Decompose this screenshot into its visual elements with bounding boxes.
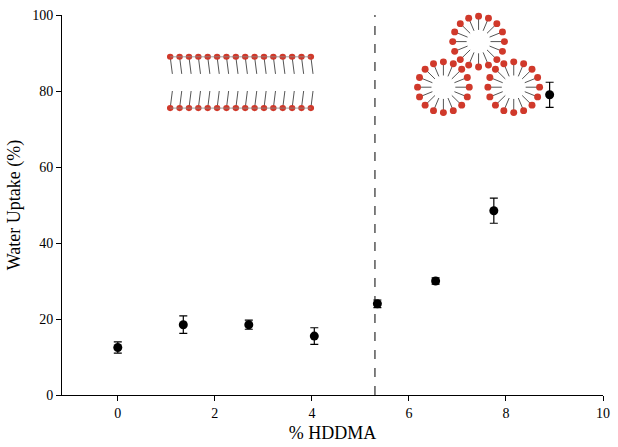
svg-text:60: 60 <box>39 160 53 175</box>
svg-text:% HDDMA: % HDDMA <box>289 423 377 443</box>
svg-text:20: 20 <box>39 312 53 327</box>
svg-text:0: 0 <box>114 406 121 421</box>
svg-text:4: 4 <box>308 406 315 421</box>
svg-text:6: 6 <box>405 406 412 421</box>
svg-text:2: 2 <box>211 406 218 421</box>
svg-text:80: 80 <box>39 84 53 99</box>
svg-text:40: 40 <box>39 236 53 251</box>
svg-text:10: 10 <box>596 406 610 421</box>
svg-text:100: 100 <box>32 8 53 23</box>
svg-text:0: 0 <box>46 388 53 403</box>
svg-text:Water Uptake (%): Water Uptake (%) <box>4 140 25 270</box>
svg-text:8: 8 <box>502 406 509 421</box>
